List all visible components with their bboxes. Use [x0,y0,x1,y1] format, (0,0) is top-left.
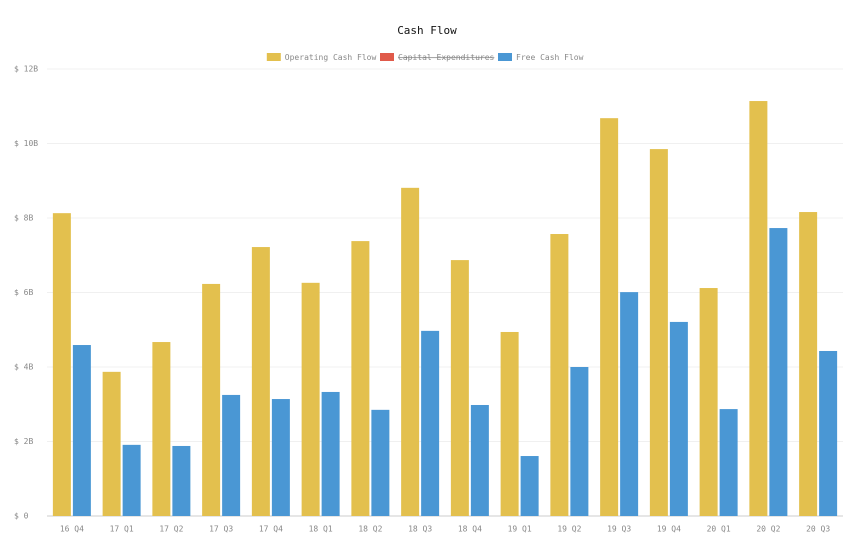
bar [669,321,688,516]
bar [570,367,589,516]
bar [72,345,91,516]
x-tick-label: 20 Q3 [806,525,830,534]
bar [769,228,788,516]
x-tick-label: 18 Q1 [309,525,333,534]
x-tick-label: 16 Q4 [60,525,84,534]
x-tick-label: 20 Q2 [756,525,780,534]
y-tick-label: $ 0 [14,512,29,521]
bar [620,292,639,516]
x-tick-label: 18 Q2 [358,525,382,534]
bar [172,445,191,516]
bar [470,404,489,516]
x-tick-label: 17 Q2 [159,525,183,534]
bar [222,394,241,516]
bar [819,350,838,516]
y-tick-label: $ 12B [14,65,38,74]
bar [799,212,818,517]
x-tick-label: 18 Q4 [458,525,482,534]
x-tick-label: 19 Q1 [508,525,532,534]
x-tick-label: 20 Q1 [707,525,731,534]
x-tick-label: 17 Q1 [110,525,134,534]
legend-swatch [266,53,281,61]
bar [301,282,320,516]
y-tick-label: $ 8B [14,214,33,223]
chart-title: Cash Flow [397,24,457,37]
bar [450,260,469,516]
bar [500,331,519,516]
x-tick-label: 18 Q3 [408,525,432,534]
bar [401,187,420,516]
x-tick-label: 17 Q4 [259,525,283,534]
x-tick-label: 19 Q4 [657,525,681,534]
legend-label: Operating Cash Flow [285,53,377,62]
bar [351,241,370,516]
x-tick-label: 19 Q3 [607,525,631,534]
bar [600,118,619,517]
x-tick-label: 17 Q3 [209,525,233,534]
bar [550,234,569,516]
bar [520,456,539,516]
y-tick-label: $ 4B [14,363,33,372]
legend-swatch [380,53,394,61]
legend-swatch [498,53,512,61]
bar [52,213,71,516]
bar [202,283,221,516]
bar [719,409,738,516]
y-tick-label: $ 2B [14,437,33,446]
bar [421,330,440,516]
y-tick-label: $ 6B [14,288,33,297]
bar [371,409,390,516]
bar [749,101,768,516]
bar [102,371,121,516]
legend-label: Capital Expenditures [398,53,495,62]
x-tick-label: 19 Q2 [557,525,581,534]
bar [699,288,718,516]
bar [321,391,340,516]
bar [152,342,171,516]
legend-label: Free Cash Flow [516,53,584,62]
y-tick-label: $ 10B [14,139,38,148]
bar [271,399,290,516]
bar [251,247,270,516]
bar [649,149,668,516]
bar [122,444,141,516]
